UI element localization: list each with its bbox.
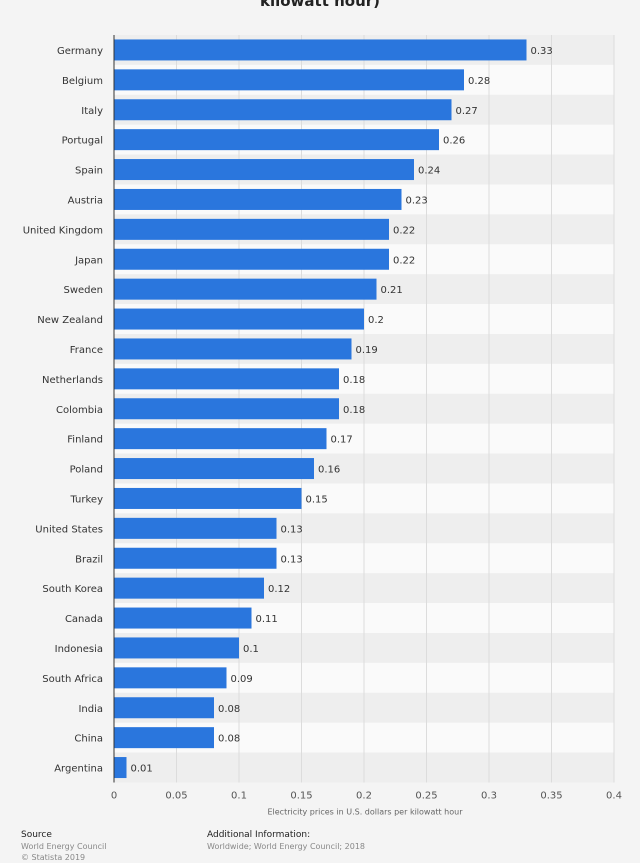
value-label: 0.19 (356, 345, 378, 356)
category-label: Argentina (54, 764, 103, 775)
value-label: 0.18 (343, 375, 365, 386)
x-tick-label: 0.2 (356, 791, 372, 802)
category-label: South Africa (42, 674, 103, 685)
bar (114, 637, 239, 659)
bar (114, 368, 339, 390)
bar (114, 338, 352, 360)
source-heading: Source (21, 830, 52, 840)
category-label: India (78, 704, 103, 715)
value-label: 0.1 (243, 644, 259, 655)
value-label: 0.16 (318, 465, 340, 476)
bar (114, 69, 464, 91)
bar (114, 428, 327, 450)
bar (114, 39, 527, 61)
bar (114, 218, 389, 240)
bar (114, 129, 439, 151)
value-label: 0.28 (468, 76, 490, 87)
value-label: 0.18 (343, 405, 365, 416)
bar (114, 577, 264, 599)
x-tick-label: 0.25 (415, 791, 437, 802)
source-text: World Energy Council (21, 842, 107, 851)
chart-title: kilowatt hour) (259, 0, 381, 10)
bar (114, 607, 252, 629)
value-label: 0.22 (393, 255, 415, 266)
value-label: 0.13 (281, 554, 303, 565)
bar (114, 188, 402, 210)
category-label: United Kingdom (23, 225, 103, 236)
bar (114, 159, 414, 181)
bar (114, 99, 452, 121)
category-label: Brazil (75, 554, 103, 565)
additional-info-text: Worldwide; World Energy Council; 2018 (207, 842, 366, 851)
value-label: 0.01 (131, 764, 153, 775)
value-label: 0.24 (418, 166, 440, 177)
x-axis-label: Electricity prices in U.S. dollars per k… (267, 808, 463, 817)
value-label: 0.33 (531, 46, 553, 57)
bar (114, 517, 277, 539)
value-label: 0.15 (306, 494, 328, 505)
category-label: Germany (57, 46, 103, 57)
x-tick-label: 0 (111, 791, 117, 802)
category-label: Belgium (62, 76, 103, 87)
category-label: Netherlands (42, 375, 103, 386)
value-label: 0.27 (456, 106, 478, 117)
copyright-text: © Statista 2019 (21, 853, 86, 862)
category-label: France (70, 345, 103, 356)
category-label: Portugal (62, 136, 103, 147)
category-label: Sweden (63, 285, 103, 296)
x-tick-label: 0.35 (540, 791, 562, 802)
value-label: 0.21 (381, 285, 403, 296)
value-label: 0.13 (281, 524, 303, 535)
bar-chart: Germany Belgium Italy Portugal Spain Austria U… (23, 35, 622, 817)
bar (114, 487, 302, 509)
category-label: Poland (70, 465, 103, 476)
bar (114, 398, 339, 420)
category-label: Italy (81, 106, 103, 117)
category-label: Canada (65, 614, 103, 625)
category-label: Austria (68, 195, 103, 206)
footer: Source World Energy Council © Statista 2… (0, 826, 640, 862)
value-label: 0.23 (406, 195, 428, 206)
value-label: 0.08 (218, 704, 240, 715)
value-label: 0.12 (268, 584, 290, 595)
category-label: Spain (75, 166, 103, 177)
value-label: 0.09 (231, 674, 253, 685)
source-block: Source World Energy Council © Statista 2… (21, 830, 106, 863)
category-label: South Korea (42, 584, 103, 595)
value-label: 0.26 (443, 136, 465, 147)
x-tick-label: 0.05 (165, 791, 187, 802)
bar (114, 458, 314, 480)
value-label: 0.08 (218, 734, 240, 745)
additional-info-heading: Additional Information: (207, 830, 311, 840)
bar (114, 757, 127, 779)
category-label: Colombia (56, 405, 103, 416)
category-label: Indonesia (55, 644, 103, 655)
x-tick-label: 0.3 (481, 791, 497, 802)
x-tick-label: 0.15 (290, 791, 312, 802)
category-label: China (74, 734, 103, 745)
additional-info-block: Additional Information: Worldwide; World… (207, 830, 365, 852)
value-label: 0.17 (331, 435, 353, 446)
bar (114, 547, 277, 569)
bar (114, 248, 389, 270)
value-label: 0.11 (256, 614, 278, 625)
category-label: Japan (74, 255, 103, 266)
value-label: 0.22 (393, 225, 415, 236)
bar (114, 308, 364, 330)
bar (114, 667, 227, 689)
x-tick-label: 0.1 (231, 791, 247, 802)
category-label: Finland (67, 435, 103, 446)
category-label: New Zealand (37, 315, 103, 326)
bar (114, 278, 377, 300)
value-label: 0.2 (368, 315, 384, 326)
x-tick-label: 0.4 (606, 791, 622, 802)
category-label: Turkey (69, 494, 103, 505)
category-label: United States (35, 524, 103, 535)
bar (114, 727, 214, 749)
bar (114, 697, 214, 719)
